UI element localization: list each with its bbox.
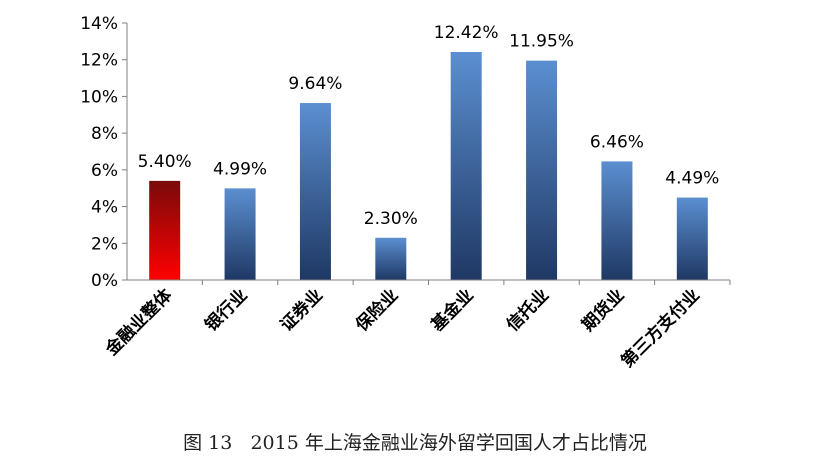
category-label: 期货业: [578, 285, 629, 336]
bar-2: [224, 188, 256, 280]
data-label: 12.42%: [434, 23, 499, 43]
data-label: 4.99%: [213, 159, 267, 179]
data-labels: 5.40% 4.99% 9.64% 2.30% 12.42% 11.95% 6.46% 4.4…: [138, 23, 720, 229]
category-label: 信托业: [502, 285, 553, 336]
data-label: 6.46%: [590, 132, 644, 152]
y-tick-label: 10%: [80, 87, 118, 107]
data-label: 5.40%: [138, 152, 192, 172]
data-label: 11.95%: [509, 32, 574, 52]
y-tick-label: 12%: [80, 51, 118, 71]
y-axis: 0% 2% 4% 6% 8% 10% 12% 14%: [80, 14, 128, 291]
category-label: 第三方支付业: [617, 285, 704, 372]
category-label: 基金业: [426, 285, 478, 337]
bar-7: [601, 161, 633, 280]
bar-4: [375, 237, 407, 280]
y-tick-label: 6%: [91, 161, 118, 181]
category-label: 证券业: [276, 285, 327, 336]
figure-caption: 图 13 2015 年上海金融业海外留学回国人才占比情况: [183, 432, 647, 454]
bar-8: [676, 197, 708, 280]
bar-5: [450, 52, 482, 280]
y-tick-label: 8%: [91, 124, 118, 144]
bar-6: [526, 60, 558, 280]
data-label: 2.30%: [364, 209, 418, 229]
data-label: 4.49%: [665, 169, 719, 189]
bar-1: [149, 180, 181, 280]
y-tick-label: 0%: [91, 271, 118, 291]
category-label: 金融业整体: [101, 284, 177, 360]
data-label: 9.64%: [288, 74, 342, 94]
bar-3: [299, 103, 331, 280]
y-tick-label: 2%: [91, 234, 118, 254]
category-label: 银行业: [201, 285, 252, 336]
bars: [149, 52, 708, 280]
y-tick-label: 14%: [80, 14, 118, 34]
y-tick-label: 4%: [91, 198, 118, 218]
category-label: 保险业: [351, 285, 403, 337]
